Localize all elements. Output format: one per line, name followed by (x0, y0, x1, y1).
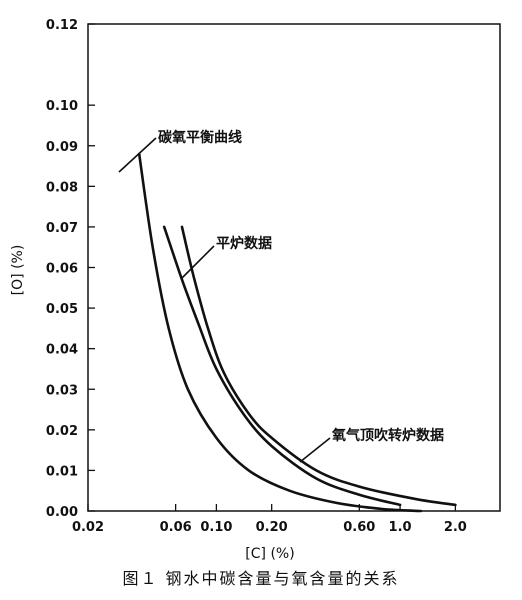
y-tick-label: 0.06 (46, 262, 78, 277)
annotation-leader (181, 245, 215, 279)
y-tick-label: 0.02 (46, 424, 78, 439)
equilibrium-curve (137, 152, 423, 513)
data-curves (137, 152, 457, 513)
x-axis-ticks: 0.02 0.06 0.10 0.20 0.60 1.0 2.0 (72, 504, 467, 535)
y-tick-label: 0.04 (46, 343, 78, 358)
x-tick-label: 0.60 (343, 520, 375, 535)
y-tick-label: 0.08 (46, 180, 78, 195)
y-axis-ticks: 0.00 0.01 0.02 0.03 0.04 0.05 0.06 0.07 0.08 0.09… (46, 18, 95, 520)
annotation-leader (299, 437, 331, 463)
y-tick-label: 0.00 (46, 505, 78, 520)
y-tick-label: 0.03 (46, 383, 78, 398)
x-tick-label: 2.0 (444, 520, 467, 535)
y-tick-label: 0.12 (46, 18, 78, 33)
x-tick-label: 1.0 (389, 520, 412, 535)
annotation-label: 平炉数据 (216, 235, 272, 252)
x-tick-label: 0.06 (160, 520, 192, 535)
y-tick-label: 0.10 (46, 99, 78, 114)
open-hearth-curve (162, 225, 402, 507)
annotation-label: 碳氧平衡曲线 (158, 129, 242, 146)
chart: 0.00 0.01 0.02 0.03 0.04 0.05 0.06 0.07 0.08 0.09… (10, 18, 501, 560)
figure-caption: 图１ 钢水中碳含量与氧含量的关系 (122, 569, 400, 588)
x-tick-label: 0.10 (200, 520, 232, 535)
x-tick-label: 0.02 (72, 520, 104, 535)
x-axis-label: [C] (%) (245, 546, 294, 560)
y-tick-label: 0.09 (46, 140, 78, 155)
y-axis-label: [O] (%) (10, 245, 26, 296)
bof-curve (180, 225, 457, 507)
y-tick-label: 0.07 (46, 221, 78, 236)
x-tick-label: 0.20 (256, 520, 288, 535)
y-tick-label: 0.01 (46, 464, 78, 479)
annotation-label: 氧气顶吹转炉数据 (331, 427, 444, 444)
y-tick-label: 0.05 (46, 302, 78, 317)
annotation-leader (118, 137, 157, 173)
